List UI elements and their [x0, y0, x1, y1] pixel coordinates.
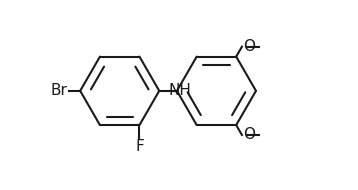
Text: NH: NH: [169, 83, 192, 98]
Text: Br: Br: [51, 83, 68, 98]
Text: O: O: [243, 39, 255, 54]
Text: O: O: [243, 127, 255, 142]
Text: F: F: [135, 139, 144, 154]
